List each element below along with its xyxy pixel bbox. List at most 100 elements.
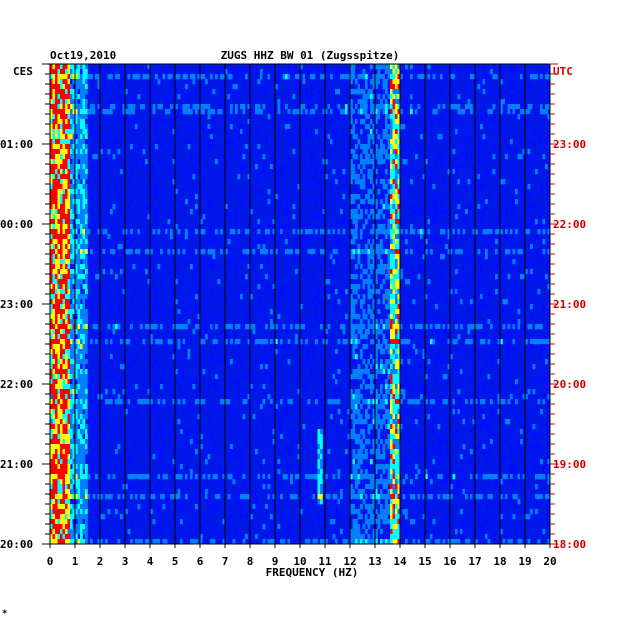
spectrogram-cell (540, 109, 543, 115)
spectrogram-cell (72, 339, 76, 345)
spectrogram-cell (80, 209, 83, 215)
spectrogram-cell (207, 114, 211, 120)
spectrogram-cell (530, 74, 533, 80)
spectrogram-cell (367, 284, 371, 290)
spectrogram-cell (510, 109, 513, 115)
spectrogram-cell (352, 149, 356, 155)
spectrogram-cell (80, 434, 83, 440)
spectrogram-cell (357, 99, 361, 105)
spectrogram-cell (135, 384, 138, 390)
spectrogram-cell (297, 389, 301, 395)
spectrogram-cell (397, 349, 401, 355)
spectrogram-cell (460, 394, 463, 400)
spectrogram-cell (97, 294, 101, 300)
spectrogram-cell (537, 324, 541, 330)
spectrogram-cell (70, 334, 73, 340)
spectrogram-cell (202, 124, 206, 130)
spectrogram-cell (485, 139, 488, 145)
spectrogram-cell (275, 194, 278, 200)
spectrogram-cell (485, 124, 488, 130)
spectrogram-cell (375, 279, 378, 285)
spectrogram-cell (422, 329, 426, 335)
spectrogram-cell (367, 384, 371, 390)
spectrogram-cell (387, 134, 391, 140)
spectrogram-cell (517, 114, 521, 120)
spectrogram-cell (77, 399, 81, 405)
spectrogram-cell (137, 374, 141, 380)
spectrogram-cell (217, 104, 221, 110)
spectrogram-cell (365, 99, 368, 105)
spectrogram-cell (340, 289, 343, 295)
spectrogram-cell (342, 109, 346, 115)
spectrogram-cell (510, 209, 513, 215)
spectrogram-cell (122, 229, 126, 235)
spectrogram-cell (180, 279, 183, 285)
spectrogram-cell (215, 229, 218, 235)
spectrogram-cell (372, 164, 376, 170)
spectrogram-cell (92, 69, 96, 75)
spectrogram-cell (367, 109, 371, 115)
spectrogram-cell (200, 339, 203, 345)
spectrogram-cell (292, 194, 296, 200)
spectrogram-cell (440, 274, 443, 280)
spectrogram-cell (370, 254, 373, 260)
spectrogram-cell (152, 84, 156, 90)
spectrogram-cell (60, 199, 63, 205)
spectrogram-cell (485, 359, 488, 365)
spectrogram-cell (205, 309, 208, 315)
spectrogram-cell (400, 229, 403, 235)
spectrogram-cell (282, 324, 286, 330)
spectrogram-cell (187, 404, 191, 410)
spectrogram-cell (65, 224, 68, 230)
spectrogram-cell (62, 424, 66, 430)
spectrogram-cell (62, 179, 66, 185)
spectrogram-cell (392, 174, 396, 180)
spectrogram-cell (337, 174, 341, 180)
spectrogram-cell (177, 339, 181, 345)
spectrogram-cell (310, 159, 313, 165)
spectrogram-cell (65, 99, 68, 105)
spectrogram-cell (447, 119, 451, 125)
spectrogram-cell (367, 154, 371, 160)
spectrogram-cell (457, 289, 461, 295)
spectrogram-cell (507, 244, 511, 250)
spectrogram-cell (455, 244, 458, 250)
spectrogram-cell (355, 179, 358, 185)
spectrogram-cell (507, 324, 511, 330)
spectrogram-cell (82, 434, 86, 440)
spectrogram-cell (350, 89, 353, 95)
spectrogram-cell (55, 364, 58, 370)
spectrogram-cell (70, 209, 73, 215)
spectrogram-cell (370, 199, 373, 205)
spectrogram-cell (340, 199, 343, 205)
spectrogram-cell (357, 344, 361, 350)
spectrogram-cell (440, 209, 443, 215)
spectrogram-cell (127, 179, 131, 185)
spectrogram-cell (235, 294, 238, 300)
spectrogram-cell (337, 374, 341, 380)
spectrogram-cell (270, 109, 273, 115)
spectrogram-cell (352, 239, 356, 245)
spectrogram-cell (500, 109, 503, 115)
spectrogram-cell (237, 239, 241, 245)
spectrogram-cell (395, 94, 398, 100)
spectrogram-cell (295, 224, 298, 230)
spectrogram-cell (397, 79, 401, 85)
spectrogram-cell (70, 399, 73, 405)
spectrogram-cell (362, 109, 366, 115)
spectrogram-cell (395, 309, 398, 315)
spectrogram-cell (412, 229, 416, 235)
spectrogram-cell (72, 94, 76, 100)
spectrogram-cell (410, 64, 413, 70)
spectrogram-cell (387, 74, 391, 80)
spectrogram-cell (105, 229, 108, 235)
spectrogram-cell (392, 294, 396, 300)
spectrogram-cell (502, 299, 506, 305)
spectrogram-cell (387, 289, 391, 295)
spectrogram-cell (447, 129, 451, 135)
spectrogram-cell (67, 404, 71, 410)
spectrogram-cell (267, 284, 271, 290)
spectrogram-cell (507, 134, 511, 140)
spectrogram-cell (57, 379, 61, 385)
spectrogram-cell (187, 379, 191, 385)
